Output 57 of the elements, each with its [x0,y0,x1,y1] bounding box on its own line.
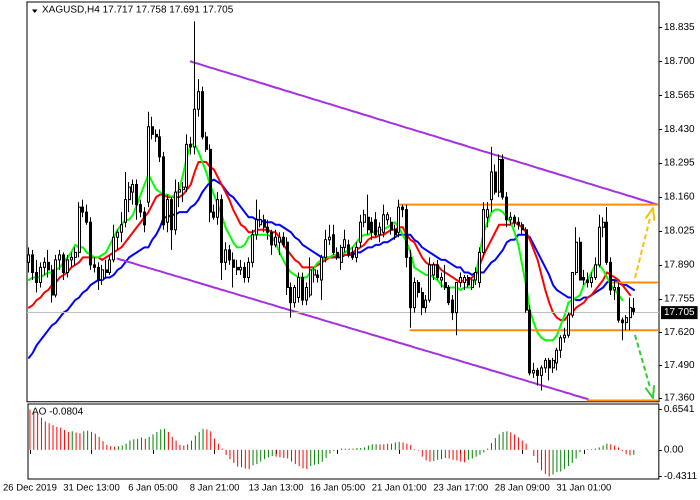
candlestick [124,172,127,228]
y-tick-label: 0.00 [664,444,684,456]
y-tick-label: -0.4311 [664,471,698,482]
candlestick [490,146,493,213]
candlestick [97,262,100,291]
x-tick-label: 16 Jan 05:00 [310,482,366,494]
x-tick-label: 31 Dec 13:00 [63,482,120,494]
candlestick [513,214,516,228]
y-tick-label: 18.025 [664,226,696,237]
candlestick [355,242,358,263]
x-tick-label: 8 Jan 21:00 [190,482,240,494]
x-tick-label: 21 Jan 01:00 [372,482,427,494]
y-tick-label: 18.565 [664,90,696,101]
x-tick-label: 28 Jan 09:00 [494,482,550,494]
x-tick-label: 31 Jan 01:00 [556,482,612,494]
line-series [28,178,635,359]
y-tick-label: 18.295 [664,158,696,169]
y-tick-label: 18.430 [664,124,696,135]
x-tick-label: 6 Jan 05:00 [128,482,178,494]
candlestick [147,111,150,208]
candlestick [297,272,300,304]
candlestick [586,272,589,288]
ref-line-label: 17.705 [664,307,696,318]
x-tick-label: 23 Jan 17:00 [433,482,488,494]
candlestick [397,199,400,238]
line-series [116,258,589,400]
candlestick [301,272,304,306]
y-tick-label: 17.755 [664,293,696,304]
x-tick-label: 26 Dec 2019 [2,482,57,494]
y-tick-label: 17.490 [664,360,696,371]
candlestick [54,254,57,298]
candlestick [66,254,69,278]
y-tick-label: 18.160 [664,192,696,203]
candlestick [39,262,42,288]
y-tick-label: 17.620 [664,327,696,338]
line-series [190,60,658,206]
candlestick [278,232,281,256]
candlestick [467,274,470,288]
line-series [28,160,632,322]
candlestick [548,357,551,381]
candlestick [220,194,223,280]
y-tick-label: 17.360 [664,392,696,404]
candlestick [498,154,501,198]
candlestick [463,274,466,291]
y-tick-label: 0.6541 [664,404,695,415]
candlestick [243,262,246,283]
x-tick-label: 13 Jan 13:00 [248,482,304,494]
candlestick [62,252,65,280]
candlestick [629,297,632,331]
chart-title: XAGUSD,H4 17.717 17.758 17.691 17.705 [42,4,234,16]
y-tick-label: 18.835 [664,22,696,34]
candlestick [193,20,196,155]
candlestick [135,179,138,220]
y-tick-label: 17.890 [664,259,696,270]
line-series [28,143,624,342]
chart-title: AO -0.0804 [32,406,84,418]
y-tick-label: 18.700 [664,56,696,68]
